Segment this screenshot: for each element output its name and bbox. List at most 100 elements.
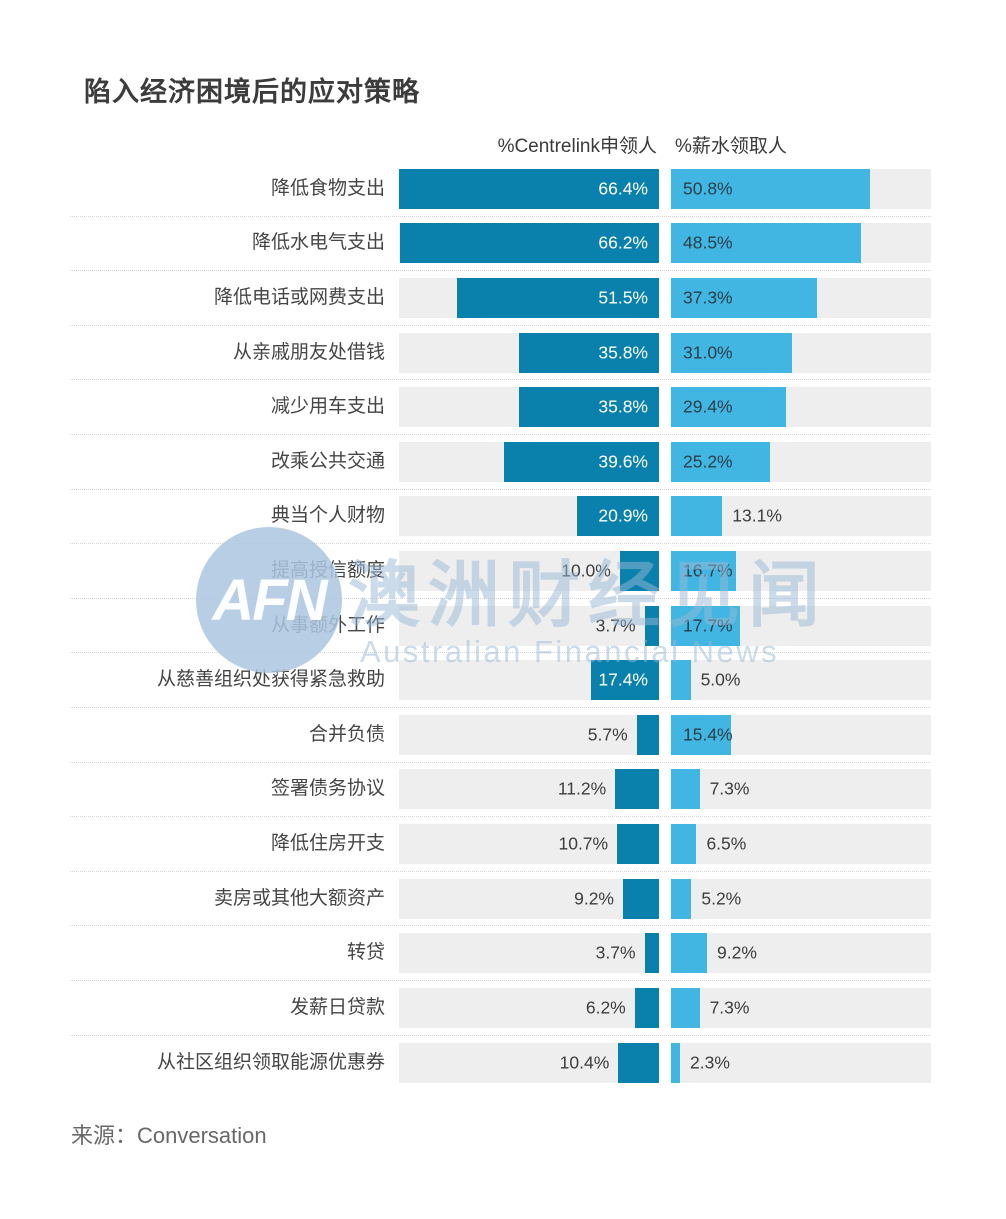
category-label: 发薪日贷款 [289,996,385,1018]
centrelink-track: 66.4% [399,168,659,209]
centrelink-track: 17.4% [399,660,659,701]
centrelink-track: 20.9% [399,496,659,537]
salary-value-label: 13.1% [732,505,782,526]
salary-bar [671,769,700,810]
centrelink-value-label: 3.7% [595,942,636,963]
chart-row: 降低住房开支 10.7% 6.5% [70,817,931,872]
centrelink-bar [577,496,659,537]
category-label: 转贷 [346,942,385,964]
salary-bar [671,878,692,919]
category-label: 降低水电气支出 [251,232,385,254]
chart-row: 降低食物支出 66.4% 50.8% [70,162,931,217]
centrelink-bar [615,769,659,810]
salary-bar [671,441,770,482]
chart-row: 减少用车支出 35.8% 29.4% [70,380,931,435]
centrelink-bar [518,332,659,373]
salary-bar [671,714,732,755]
centrelink-value-label: 10.7% [558,833,609,854]
centrelink-track: 6.2% [399,987,659,1028]
category-label: 降低电话或网费支出 [213,287,385,309]
centrelink-track: 39.6% [399,441,659,482]
centrelink-bar [644,605,659,646]
centrelink-track: 35.8% [399,332,659,373]
centrelink-bar [590,660,659,701]
salary-track: 29.4% [671,387,931,428]
salary-value-label: 31.0% [683,342,733,363]
page-title: 陷入经济困境后的应对策略 [84,77,420,107]
centrelink-bar [634,987,659,1028]
salary-track: 5.0% [671,660,931,701]
salary-track: 37.3% [671,277,931,318]
chart-row: 签署债务协议 11.2% 7.3% [70,763,931,818]
category-label: 从亲戚朋友处借钱 [232,341,385,363]
salary-value-label: 7.3% [709,997,750,1018]
salary-bar [671,1042,680,1083]
centrelink-bar [457,277,659,318]
centrelink-track: 51.5% [399,277,659,318]
salary-track: 50.8% [671,168,931,209]
centrelink-track: 9.2% [399,878,659,919]
centrelink-value-label: 11.2% [557,778,607,799]
chart-row: 从慈善组织处获得紧急救助 17.4% 5.0% [70,653,931,708]
centrelink-value-label: 6.2% [585,997,626,1018]
column-headers: %Centrelink申领人 %薪水领取人 [70,126,931,162]
bar-chart: %Centrelink申领人 %薪水领取人 降低食物支出 66.4% 50.8%… [70,126,931,1090]
salary-track: 2.3% [671,1042,931,1083]
salary-track: 7.3% [671,987,931,1028]
centrelink-bar [503,441,659,482]
centrelink-track: 66.2% [399,223,659,264]
salary-value-label: 5.2% [701,888,742,909]
centrelink-value-label: 66.2% [598,232,648,253]
salary-value-label: 16.7% [683,560,733,581]
salary-track: 9.2% [671,933,931,974]
category-label: 提高授信额度 [270,560,385,582]
salary-track: 25.2% [671,441,931,482]
centrelink-bar [644,933,659,974]
salary-value-label: 25.2% [683,451,733,472]
centrelink-track: 3.7% [399,933,659,974]
salary-bar [671,933,708,974]
category-label: 改乘公共交通 [270,450,385,472]
salary-track: 15.4% [671,714,931,755]
centrelink-bar [617,823,659,864]
source-note: 来源：Conversation [71,1123,267,1148]
category-label: 减少用车支出 [270,396,385,418]
salary-bar [671,660,691,701]
centrelink-value-label: 3.7% [595,615,636,636]
salary-bar [671,332,793,373]
salary-bar [671,823,697,864]
salary-bar [671,223,861,264]
centrelink-value-label: 9.2% [574,888,614,909]
salary-bar [671,550,737,591]
salary-track: 6.5% [671,823,931,864]
chart-row: 从事额外工作 3.7% 17.7% [70,599,931,654]
centrelink-bar [518,387,659,428]
salary-track: 31.0% [671,332,931,373]
centrelink-bar [619,550,659,591]
salary-track: 5.2% [671,878,931,919]
chart-row: 降低水电气支出 66.2% 48.5% [70,217,931,272]
centrelink-bar [399,223,659,264]
chart-row: 降低电话或网费支出 51.5% 37.3% [70,271,931,326]
salary-bar [671,277,818,318]
centrelink-value-label: 51.5% [598,287,648,308]
chart-row: 典当个人财物 20.9% 13.1% [70,490,931,545]
centrelink-bar [618,1042,659,1083]
salary-value-label: 15.4% [683,724,733,745]
centrelink-track: 10.7% [399,823,659,864]
chart-rows: 降低食物支出 66.4% 50.8% 降低水电气支出 66.2% 48.5% 降… [70,162,931,1090]
salary-track: 48.5% [671,223,931,264]
chart-row: 从亲戚朋友处借钱 35.8% 31.0% [70,326,931,381]
centrelink-value-label: 35.8% [598,342,648,363]
centrelink-track: 5.7% [399,714,659,755]
chart-row: 改乘公共交通 39.6% 25.2% [70,435,931,490]
centrelink-track: 10.0% [399,550,659,591]
category-label: 卖房或其他大额资产 [213,887,385,909]
centrelink-track: 35.8% [399,387,659,428]
centrelink-value-label: 10.0% [561,560,611,581]
salary-value-label: 2.3% [690,1052,730,1073]
category-label: 签署债务协议 [270,778,385,800]
salary-bar [671,168,870,209]
salary-value-label: 29.4% [683,396,733,417]
